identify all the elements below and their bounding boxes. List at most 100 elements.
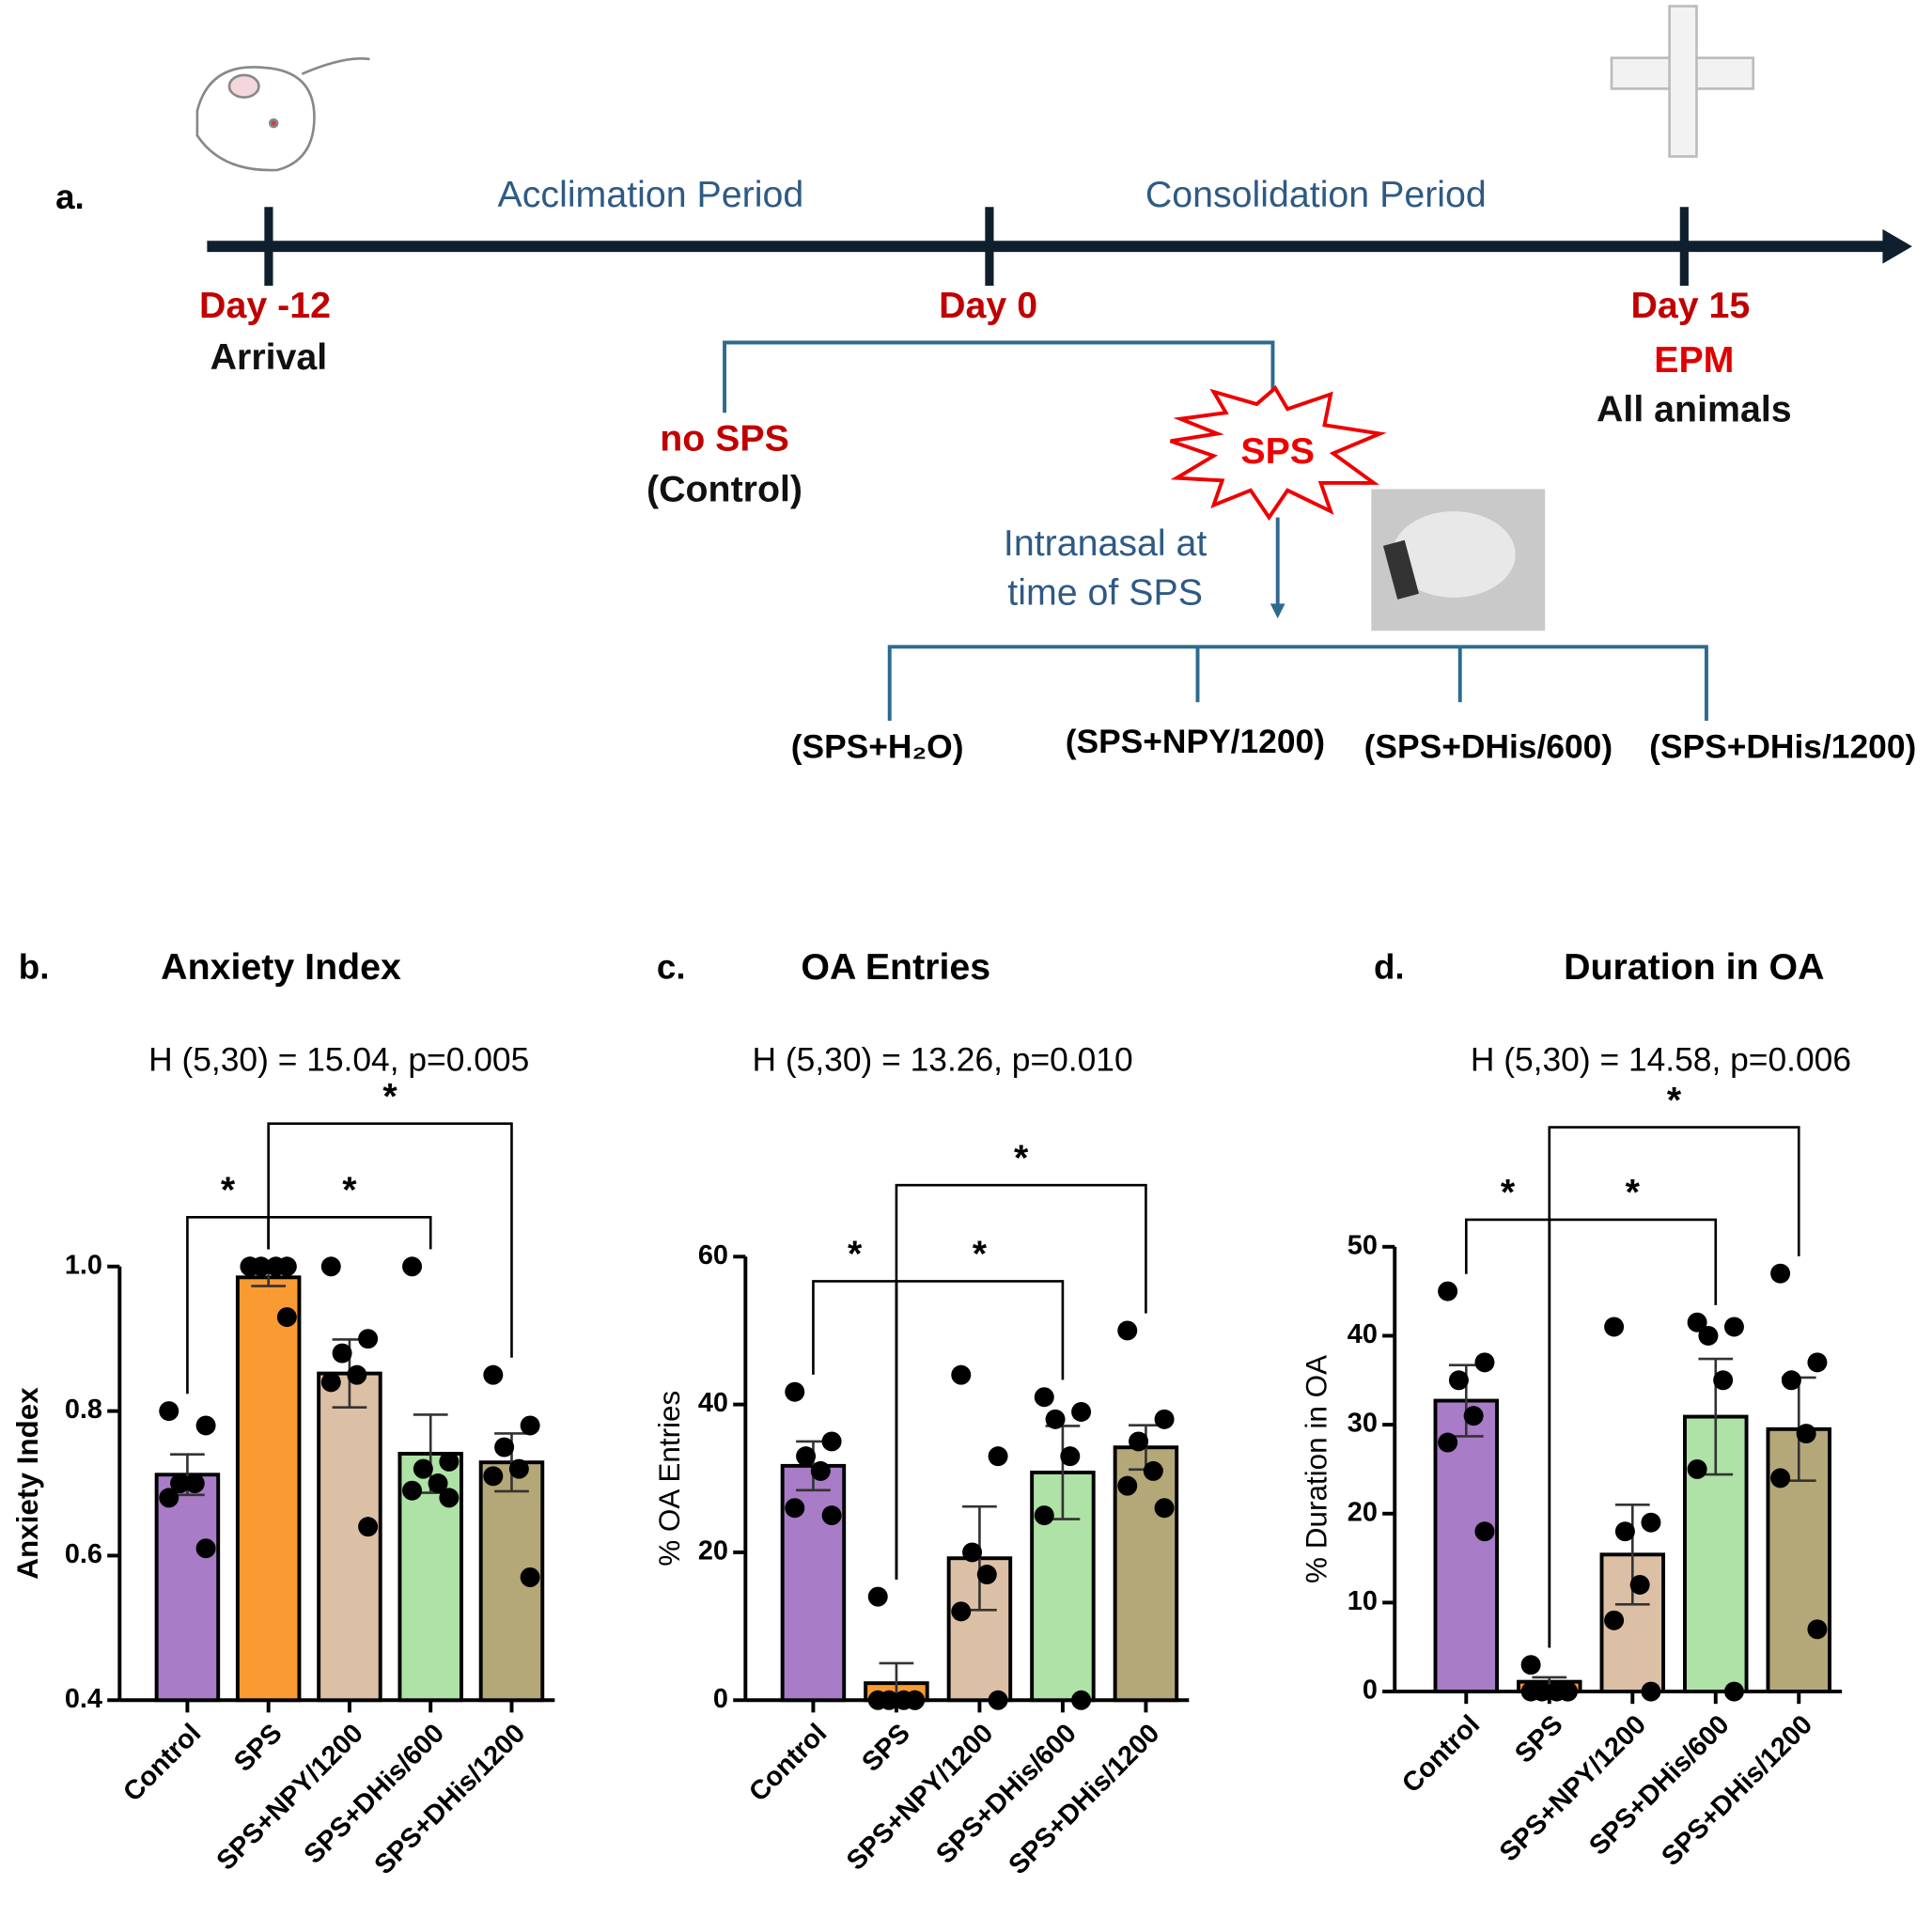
data-point <box>1045 1409 1066 1429</box>
y-axis-label: % Duration in OA <box>1300 1355 1332 1583</box>
data-point <box>1713 1370 1734 1391</box>
significance-label: * <box>973 1234 988 1275</box>
data-point <box>358 1329 379 1349</box>
data-point <box>1807 1619 1828 1640</box>
data-point <box>867 1690 888 1710</box>
data-point <box>195 1538 216 1559</box>
x-tick-label: Control <box>1396 1709 1486 1799</box>
data-point <box>1034 1505 1054 1526</box>
chart-title: Anxiety Index <box>161 946 401 988</box>
data-point <box>439 1451 460 1472</box>
group-label: (SPS+DHis/600) <box>1364 728 1613 765</box>
data-point <box>1687 1312 1707 1333</box>
data-point <box>428 1473 448 1493</box>
chart-title: Duration in OA <box>1564 946 1824 988</box>
data-point <box>1641 1681 1661 1702</box>
panel-letter: c. <box>657 947 686 986</box>
data-point <box>821 1505 842 1526</box>
data-point <box>796 1446 817 1467</box>
data-point <box>1520 1655 1541 1675</box>
x-tick-label: SPS+DHis/1200 <box>1656 1709 1818 1872</box>
y-tick-label: 40 <box>698 1388 728 1418</box>
data-point <box>402 1480 423 1501</box>
timeline-arrow <box>1882 228 1912 264</box>
data-point <box>1781 1370 1801 1391</box>
data-point <box>1698 1325 1719 1346</box>
data-point <box>170 1473 191 1493</box>
x-tick-label: SPS+DHis/1200 <box>369 1718 532 1880</box>
significance-bracket <box>1548 1126 1800 1648</box>
split-bracket <box>723 340 1275 413</box>
data-point <box>1154 1409 1175 1429</box>
data-point <box>1687 1458 1707 1479</box>
data-point <box>905 1690 926 1710</box>
data-point <box>867 1586 888 1607</box>
data-point <box>1117 1320 1138 1341</box>
y-tick-label: 20 <box>698 1536 728 1566</box>
significance-label: * <box>1626 1172 1641 1213</box>
chart-subtitle: H (5,30) = 15.04, p=0.005 <box>148 1041 529 1078</box>
data-point <box>159 1488 179 1508</box>
panel-letter: a. <box>55 178 85 216</box>
data-point <box>483 1466 504 1487</box>
x-tick-label: Control <box>117 1718 207 1807</box>
x-tick-label: SPS+DHis/600 <box>1583 1709 1735 1861</box>
x-tick-label: Control <box>743 1718 833 1807</box>
data-point <box>1604 1610 1625 1630</box>
group-bracket <box>887 645 1708 721</box>
x-tick-label: SPS+DHis/1200 <box>1003 1718 1165 1880</box>
significance-bracket <box>267 1122 513 1358</box>
data-point <box>821 1431 842 1452</box>
y-tick-label: 0 <box>713 1684 728 1714</box>
data-point <box>1143 1460 1163 1481</box>
data-point <box>413 1458 433 1479</box>
data-point <box>1474 1521 1495 1542</box>
day-note: Arrival <box>210 336 328 378</box>
y-tick-label: 0.8 <box>65 1395 102 1425</box>
data-point <box>1060 1446 1081 1467</box>
data-point <box>1117 1475 1138 1496</box>
photo <box>1371 489 1546 631</box>
x-tick-label: SPS <box>228 1718 288 1777</box>
data-point <box>358 1517 379 1537</box>
y-tick-label: 0.6 <box>65 1539 102 1569</box>
bar <box>478 1460 545 1703</box>
data-point <box>785 1381 805 1402</box>
y-axis-label: % OA Entries <box>653 1391 686 1566</box>
data-point <box>1770 1263 1791 1284</box>
x-tick-label: SPS+DHis/600 <box>930 1718 1082 1869</box>
panel-letter: d. <box>1374 947 1405 986</box>
mouse-icon <box>195 57 370 172</box>
data-point <box>1474 1352 1495 1373</box>
data-point <box>988 1446 1008 1467</box>
y-tick-label: 20 <box>1348 1497 1378 1527</box>
group-label: (SPS+NPY/1200) <box>1066 724 1325 760</box>
data-point <box>1129 1431 1149 1452</box>
bar <box>154 1473 221 1703</box>
data-point <box>1796 1424 1816 1444</box>
significance-label: * <box>382 1076 397 1117</box>
significance-label: * <box>221 1169 236 1210</box>
data-point <box>483 1364 504 1385</box>
data-point <box>347 1364 367 1385</box>
y-tick-label: 60 <box>698 1240 728 1270</box>
data-point <box>810 1460 831 1481</box>
data-point <box>159 1401 179 1422</box>
control-label: (Control) <box>647 469 802 510</box>
y-tick-label: 10 <box>1348 1586 1378 1616</box>
data-point <box>1520 1681 1541 1702</box>
data-point <box>1723 1317 1744 1337</box>
day-note: All animals <box>1597 388 1792 429</box>
significance-label: * <box>1667 1080 1682 1121</box>
x-tick-label: SPS+NPY/1200 <box>841 1718 999 1876</box>
group-label: (SPS+DHis/1200) <box>1649 728 1916 765</box>
data-point <box>240 1256 260 1277</box>
bar <box>235 1275 302 1703</box>
test-label: EPM <box>1654 339 1734 381</box>
data-point <box>184 1473 205 1493</box>
chart-subtitle: H (5,30) = 14.58, p=0.006 <box>1471 1041 1851 1078</box>
timeline <box>207 207 1912 287</box>
data-point <box>1629 1574 1650 1595</box>
